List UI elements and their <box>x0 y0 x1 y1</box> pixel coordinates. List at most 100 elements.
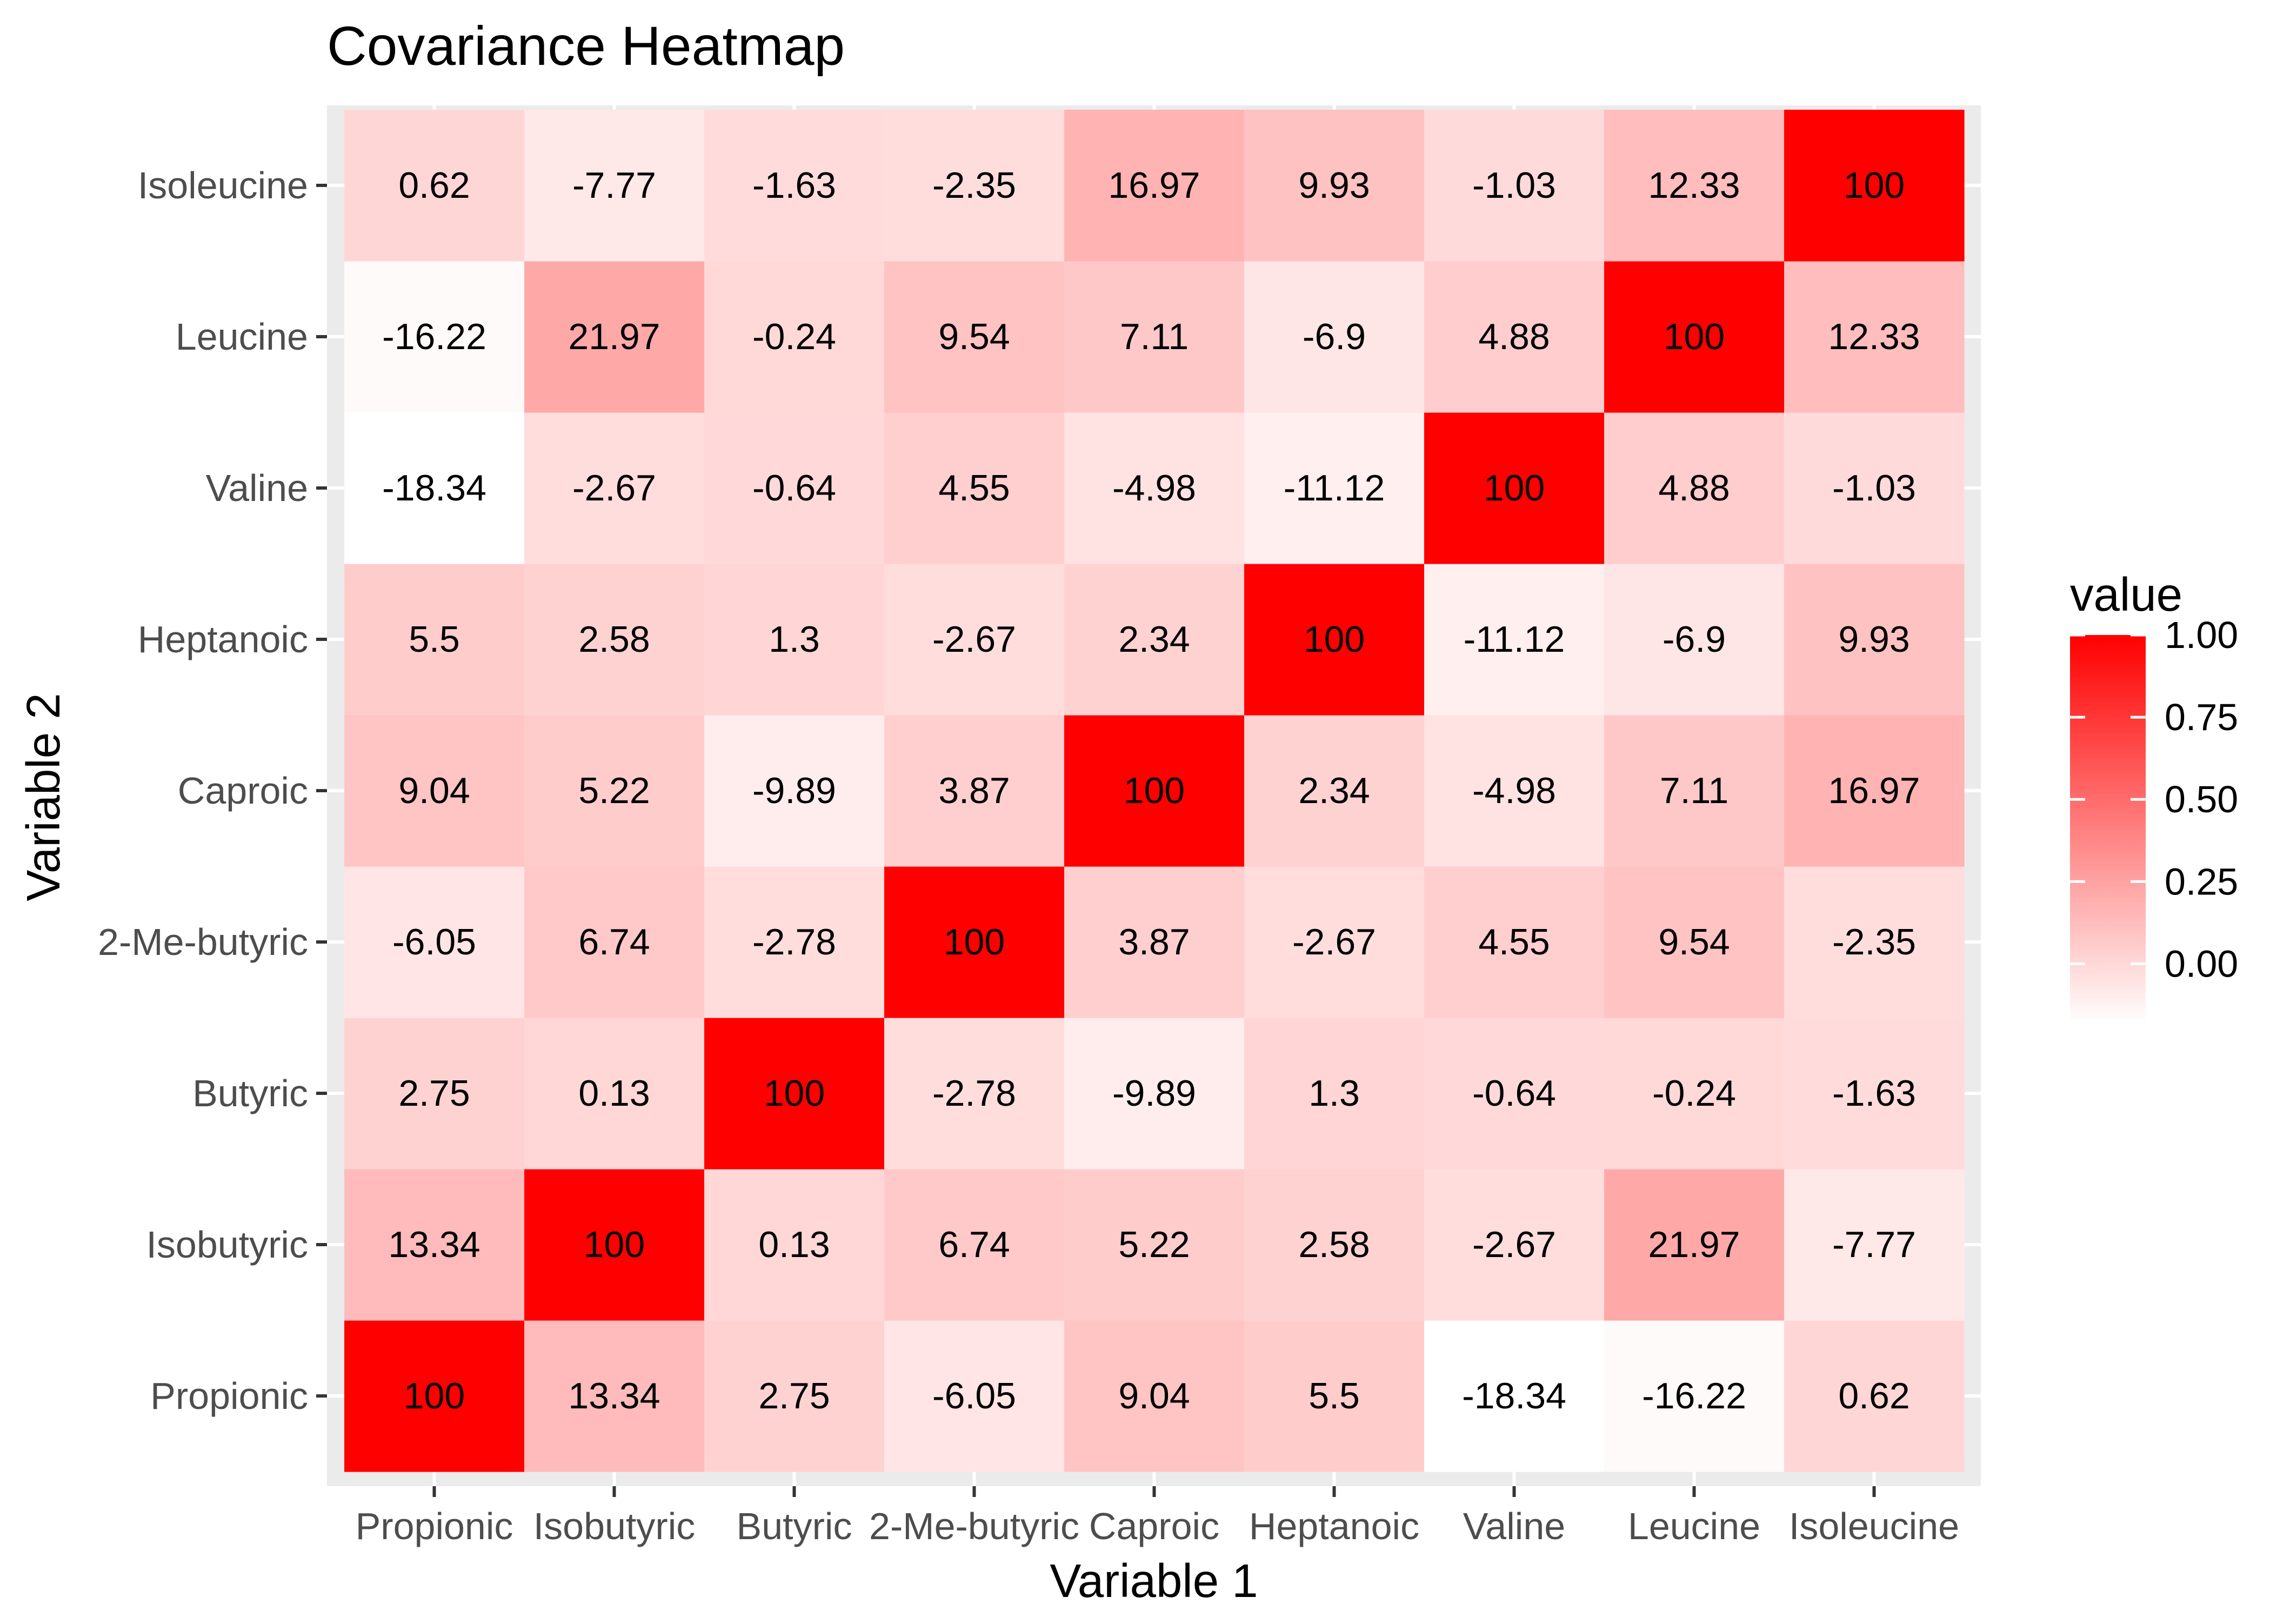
color-legend: value 1.00 0.75 0.50 0.25 0.00 <box>2070 569 2238 1024</box>
cell-value-label: -1.03 <box>1472 165 1556 206</box>
heatmap-cell <box>1604 866 1785 1018</box>
cell-value-label: 2.75 <box>398 1073 470 1114</box>
cell-value-label: 9.04 <box>1118 1375 1190 1416</box>
heatmap-cell <box>524 1320 705 1472</box>
heatmap-cell <box>704 1018 885 1169</box>
cell-value-label: -16.22 <box>382 316 486 357</box>
heatmap-cell <box>524 261 705 413</box>
heatmap-cell <box>344 412 525 564</box>
cell-value-label: -9.89 <box>1112 1073 1196 1114</box>
cell-value-label: 9.54 <box>1658 921 1730 963</box>
heatmap-cell <box>704 715 885 867</box>
heatmap-cell <box>884 1018 1065 1169</box>
heatmap-cell <box>344 261 525 413</box>
x-tick-label: Heptanoic <box>1249 1505 1419 1547</box>
cell-value-label: 21.97 <box>1648 1224 1740 1265</box>
heatmap-cell <box>1424 110 1605 262</box>
heatmap-cell <box>1784 1320 1965 1472</box>
heatmap-cell <box>1244 261 1425 413</box>
cell-value-label: 7.11 <box>1120 316 1189 357</box>
y-tick-label: Propionic <box>150 1375 308 1417</box>
heatmap-cell <box>1424 1320 1605 1472</box>
cell-value-label: 100 <box>404 1375 465 1416</box>
heatmap-cell <box>704 261 885 413</box>
heatmap-cell <box>1244 866 1425 1018</box>
x-tick-label: Valine <box>1463 1505 1565 1547</box>
heatmap-cell <box>1424 866 1605 1018</box>
heatmap-cell <box>1064 412 1245 564</box>
x-axis-title: Variable 1 <box>1050 1555 1258 1607</box>
x-axis: Propionic Isobutyric Butyric 2-Me-butyric Ca… <box>356 1486 1959 1547</box>
heatmap-cell <box>1784 1018 1965 1169</box>
heatmap-cell <box>1064 1018 1245 1169</box>
cell-value-label: 100 <box>1484 467 1545 509</box>
cell-value-label: 9.93 <box>1838 619 1910 660</box>
y-axis-title: Variable 2 <box>17 693 70 901</box>
cell-value-label: -18.34 <box>382 467 486 509</box>
cell-value-label: -2.67 <box>572 467 656 509</box>
heatmap-cell <box>1784 866 1965 1018</box>
heatmap-cell <box>524 1169 705 1321</box>
cell-value-label: 4.88 <box>1658 467 1730 509</box>
cell-value-label: 3.87 <box>1118 921 1190 963</box>
chart-title: Covariance Heatmap <box>327 15 845 77</box>
heatmap-cell <box>884 110 1065 262</box>
y-tick-label: Heptanoic <box>138 618 308 660</box>
legend-tick-label: 0.50 <box>2165 778 2238 820</box>
heatmap-cell <box>1244 1169 1425 1321</box>
legend-colorbar <box>2070 635 2146 1024</box>
heatmap-cell <box>884 715 1065 867</box>
heatmap-cell <box>1604 261 1785 413</box>
heatmap-cell <box>344 1018 525 1169</box>
cell-value-label: -6.9 <box>1663 619 1726 660</box>
heatmap-cell <box>1604 110 1785 262</box>
legend-tick-label: 0.75 <box>2165 696 2238 738</box>
cell-value-label: -7.77 <box>572 165 656 206</box>
cell-value-label: 2.34 <box>1298 770 1370 811</box>
heatmap-cell <box>524 564 705 716</box>
heatmap-cell <box>1424 1169 1605 1321</box>
cell-value-labels: 100 13.34 2.75 -6.05 9.04 5.5 -18.34 -16.22 0.62… <box>382 165 1920 1416</box>
heatmap-cell <box>1064 1320 1245 1472</box>
heatmap-cell <box>1604 1018 1785 1169</box>
heatmap-cell <box>704 110 885 262</box>
cell-value-label: -0.24 <box>752 316 836 357</box>
x-tick-label: Propionic <box>356 1505 513 1547</box>
heatmap-cell <box>344 1169 525 1321</box>
heatmap-cell <box>1784 110 1965 262</box>
y-tick-label: Isoleucine <box>138 164 308 206</box>
heatmap-cell <box>1064 1169 1245 1321</box>
cell-value-label: -7.77 <box>1832 1224 1916 1265</box>
heatmap-cell <box>1424 715 1605 867</box>
y-axis: Propionic Isobutyric Butyric 2-Me-butyric Ca… <box>98 164 327 1417</box>
x-tick-label: Isoleucine <box>1789 1505 1959 1547</box>
cell-value-label: 12.33 <box>1828 316 1920 357</box>
heatmap-cell <box>1424 261 1605 413</box>
y-tick-label: Isobutyric <box>146 1224 308 1266</box>
heatmap-cell <box>704 1169 885 1321</box>
cell-value-label: -2.78 <box>932 1073 1016 1114</box>
y-tick-label: Valine <box>206 467 308 509</box>
x-tick-label: 2-Me-butyric <box>869 1505 1079 1547</box>
cell-value-label: -6.05 <box>932 1375 1016 1416</box>
y-tick-label: 2-Me-butyric <box>98 921 308 963</box>
x-tick-label: Butyric <box>737 1505 852 1547</box>
heatmap-cell <box>344 866 525 1018</box>
cell-value-label: 100 <box>1124 770 1185 811</box>
heatmap-cell <box>1244 1018 1425 1169</box>
heatmap-cell <box>1784 261 1965 413</box>
heatmap-cell <box>1784 564 1965 716</box>
y-tick-label: Butyric <box>192 1072 308 1114</box>
cell-value-label: 1.3 <box>1308 1073 1360 1114</box>
heatmap-cell <box>1604 1169 1785 1321</box>
heatmap-cell <box>1424 1018 1605 1169</box>
cell-value-label: -16.22 <box>1642 1375 1746 1416</box>
y-tick-label: Leucine <box>176 316 308 358</box>
heatmap-cell <box>524 110 705 262</box>
heatmap-cell <box>884 1320 1065 1472</box>
cell-value-label: -2.67 <box>1472 1224 1556 1265</box>
legend-title: value <box>2070 569 2182 621</box>
heatmap-cell <box>704 412 885 564</box>
x-tick-label: Caproic <box>1089 1505 1219 1547</box>
